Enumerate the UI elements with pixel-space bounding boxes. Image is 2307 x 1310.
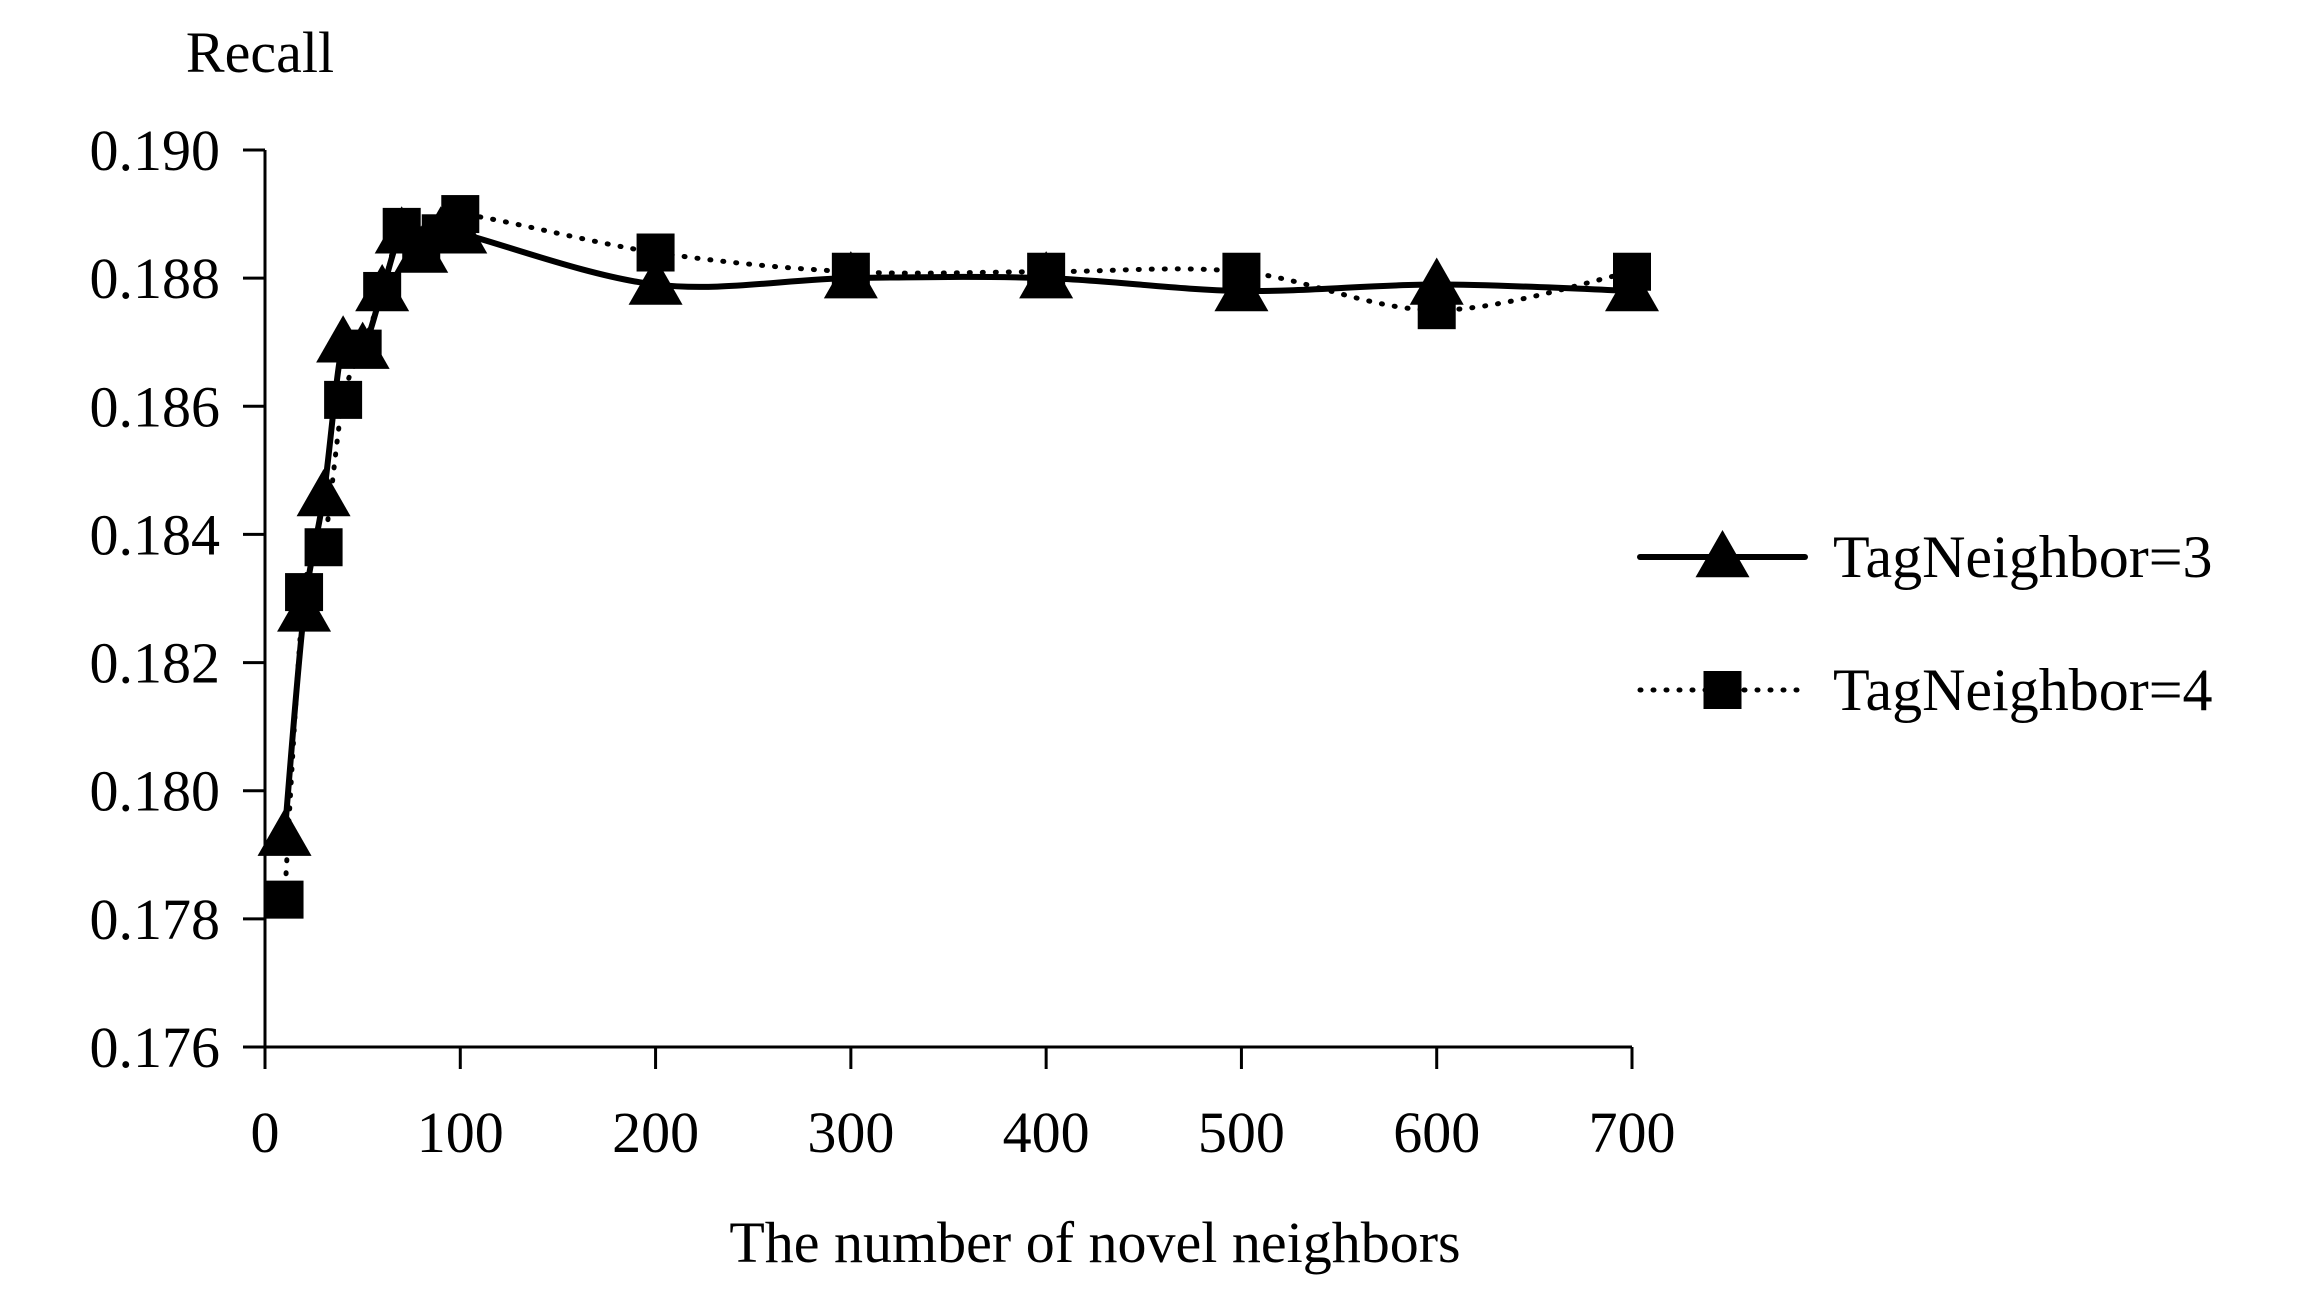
y-axis-title: Recall xyxy=(186,20,334,85)
x-tick-label: 200 xyxy=(612,1100,699,1165)
x-tick-label: 400 xyxy=(1003,1100,1090,1165)
square-marker xyxy=(1027,252,1066,291)
series-2 xyxy=(265,195,1651,919)
y-tick-label: 0.184 xyxy=(90,502,221,567)
x-tick-label: 0 xyxy=(251,1100,280,1165)
triangle-marker xyxy=(296,468,351,517)
y-axis-ticks: 0.176 0.178 0.180 0.182 0.184 0.186 0.188 0.190 xyxy=(90,118,265,1080)
x-tick-label: 300 xyxy=(807,1100,894,1165)
legend-marker xyxy=(1695,530,1750,578)
square-marker xyxy=(265,880,304,919)
y-tick-label: 0.186 xyxy=(90,374,221,439)
x-tick-label: 600 xyxy=(1393,1100,1480,1165)
y-tick-label: 0.188 xyxy=(90,246,221,311)
y-tick-label: 0.180 xyxy=(90,759,221,824)
square-marker xyxy=(304,528,343,567)
square-marker xyxy=(343,329,382,368)
legend-item: TagNeighbor=4 xyxy=(1637,657,2213,723)
square-marker xyxy=(636,233,675,272)
y-tick-label: 0.178 xyxy=(90,887,221,952)
legend-label: TagNeighbor=3 xyxy=(1833,524,2213,590)
series-layer xyxy=(257,195,1659,919)
x-tick-label: 700 xyxy=(1589,1100,1676,1165)
x-tick-label: 500 xyxy=(1198,1100,1285,1165)
legend-label: TagNeighbor=4 xyxy=(1833,657,2213,723)
square-marker xyxy=(1222,252,1261,291)
square-marker xyxy=(285,573,324,612)
x-tick-label: 100 xyxy=(417,1100,504,1165)
square-marker xyxy=(363,271,402,310)
y-tick-label: 0.182 xyxy=(90,631,221,696)
square-marker xyxy=(324,380,363,419)
square-marker xyxy=(1417,291,1456,330)
y-tick-label: 0.176 xyxy=(90,1015,221,1080)
square-marker xyxy=(831,252,870,291)
legend: TagNeighbor=3 TagNeighbor=4 xyxy=(1637,524,2213,723)
x-axis-title: The number of novel neighbors xyxy=(729,1210,1460,1275)
axes-layer: 0.176 0.178 0.180 0.182 0.184 0.186 0.188 0.190… xyxy=(90,118,1676,1165)
legend-marker xyxy=(1703,671,1742,709)
legend-item: TagNeighbor=3 xyxy=(1637,524,2213,590)
square-marker xyxy=(1613,252,1651,291)
triangle-marker xyxy=(257,808,312,856)
triangle-marker xyxy=(628,257,683,305)
x-axis-ticks: 0 100 200 300 400 500 600 700 xyxy=(251,1047,1676,1165)
square-marker xyxy=(441,195,480,234)
y-tick-label: 0.190 xyxy=(90,118,221,183)
